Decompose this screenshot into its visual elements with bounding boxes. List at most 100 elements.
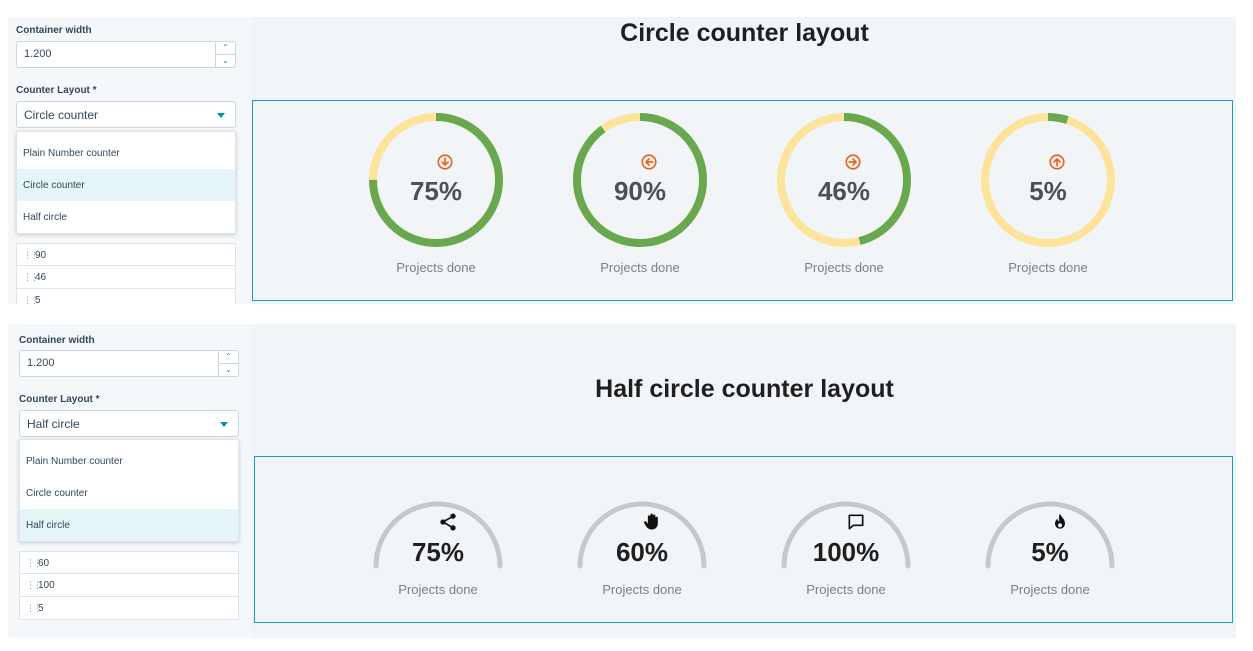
option-circle-counter[interactable]: Circle counter [17,169,235,201]
counter-label: Projects done [804,260,884,275]
chevron-up-icon[interactable]: ⌃ [219,351,238,364]
counters-container: 75% Projects done 60% Projects done 100% Proj… [254,456,1233,623]
values-list: ⋮⋮90 ⋮⋮46 ⋮⋮5 [16,243,236,304]
container-width-input[interactable]: 1.200 ⌃ ⌄ [19,350,239,377]
counters-container: 75% Projects done 90% Projects done 46% Proje… [252,100,1233,301]
list-item[interactable]: ⋮⋮100 [19,574,239,597]
number-stepper[interactable]: ⌃ ⌄ [215,42,235,67]
counter-label: Projects done [806,582,886,597]
drag-handle-icon[interactable]: ⋮⋮ [26,603,42,613]
circle-counter: 75% Projects done [356,101,516,291]
option-half-circle[interactable]: Half circle [23,212,67,223]
counter-layout-label: Counter Layout * [19,394,100,405]
progress-arc [981,113,1115,247]
counter-value: 5% [1029,176,1067,206]
caret-down-icon [220,422,228,427]
counter-layout-selected-value: Circle counter [24,108,99,122]
chevron-down-icon[interactable]: ⌄ [225,364,232,374]
half-arc-track [373,501,503,569]
progress-ring [369,113,503,247]
counter-layout-label: Counter Layout * [16,85,97,96]
container-width-value: 1.200 [24,48,52,60]
list-item[interactable]: ⋮⋮90 [16,243,236,266]
half-arc-track [781,501,911,569]
list-item-value: 90 [35,250,47,261]
counter-value: 75% [409,176,463,206]
counter-label: Projects done [398,582,478,597]
counter-label: Projects done [1008,260,1088,275]
container-width-label: Container width [19,335,95,346]
counter-layout-selected-value: Half circle [27,417,80,431]
option-plain-number-counter[interactable]: Plain Number counter [26,456,123,467]
list-item[interactable]: ⋮⋮5 [19,597,239,620]
drag-handle-icon[interactable]: ⋮⋮ [26,580,42,590]
page-title: Circle counter layout [620,19,869,47]
counter-value: 75% [411,537,465,567]
flame-icon [1040,512,1065,532]
page-title: Half circle counter layout [595,375,894,403]
half-arc [985,501,1115,569]
circle-counter-panel: Container width 1.200 ⌃ ⌄ Counter Layout… [8,17,1236,304]
chat-bubble-icon [836,512,864,532]
counter-layout-select[interactable]: Circle counter [16,101,236,128]
half-arc [577,501,707,569]
progress-arc [369,113,503,247]
option-circle-counter[interactable]: Circle counter [26,488,88,499]
number-stepper[interactable]: ⌃ ⌄ [218,351,238,376]
list-item-value: 100 [38,580,55,591]
settings-sidebar: Container width 1.200 ⌃ ⌄ Counter Layout… [8,324,253,638]
counter-value: 90% [613,176,667,206]
circle-counter: 46% Projects done [764,101,924,291]
circle-counter: 5% Projects done [968,101,1128,291]
container-width-label: Container width [16,25,92,36]
drag-handle-icon[interactable]: ⋮⋮ [23,272,39,282]
half-arc-track [577,501,707,569]
half-circle-counter: 5% Projects done [970,457,1130,617]
option-plain-number-counter[interactable]: Plain Number counter [23,148,120,159]
progress-arc [573,113,707,247]
drag-handle-icon[interactable]: ⋮⋮ [26,558,42,568]
arrow-right-circle-icon [835,153,861,171]
half-circle-counter: 100% Projects done [766,457,926,617]
progress-ring [777,113,911,247]
half-circle-counter-panel: Container width 1.200 ⌃ ⌄ Counter Layout… [8,324,1236,638]
container-width-input[interactable]: 1.200 ⌃ ⌄ [16,41,236,68]
counter-label: Projects done [602,582,682,597]
half-arc-track [985,501,1115,569]
half-arc [781,501,911,569]
list-item-value: 5 [38,603,44,614]
progress-ring [981,113,1115,247]
half-circle-counter: 60% Projects done [562,457,722,617]
counter-value: 60% [615,537,669,567]
caret-down-icon [217,113,225,118]
values-list: ⋮⋮60 ⋮⋮100 ⋮⋮5 [19,551,239,620]
chevron-down-icon[interactable]: ⌄ [222,55,229,65]
half-circle-counter: 75% Projects done [358,457,518,617]
share-icon [428,512,456,532]
counter-label: Projects done [396,260,476,275]
counter-layout-select[interactable]: Half circle [19,410,239,437]
counter-value: 46% [817,176,871,206]
chevron-up-icon[interactable]: ⌃ [216,42,235,55]
list-item[interactable]: ⋮⋮46 [16,266,236,289]
progress-ring [573,113,707,247]
drag-handle-icon[interactable]: ⋮⋮ [23,250,39,260]
hand-icon [632,512,658,532]
arrow-up-circle-icon [1039,153,1065,171]
counter-layout-dropdown: Plain Number counter Circle counter Half… [16,131,236,234]
list-item[interactable]: ⋮⋮5 [16,289,236,304]
counter-label: Projects done [600,260,680,275]
progress-arc [777,113,911,247]
drag-handle-icon[interactable]: ⋮⋮ [23,295,39,304]
option-half-circle[interactable]: Half circle [20,509,238,541]
list-item[interactable]: ⋮⋮60 [19,551,239,574]
arrow-down-circle-icon [427,153,453,171]
list-item-value: 46 [35,272,47,283]
container-width-value: 1.200 [27,357,55,369]
counter-value: 100% [812,537,880,567]
counter-label: Projects done [1010,582,1090,597]
circle-counter: 90% Projects done [560,101,720,291]
list-item-value: 5 [35,295,41,304]
counter-layout-dropdown: Plain Number counter Circle counter Half… [19,439,239,542]
half-arc [373,501,503,569]
